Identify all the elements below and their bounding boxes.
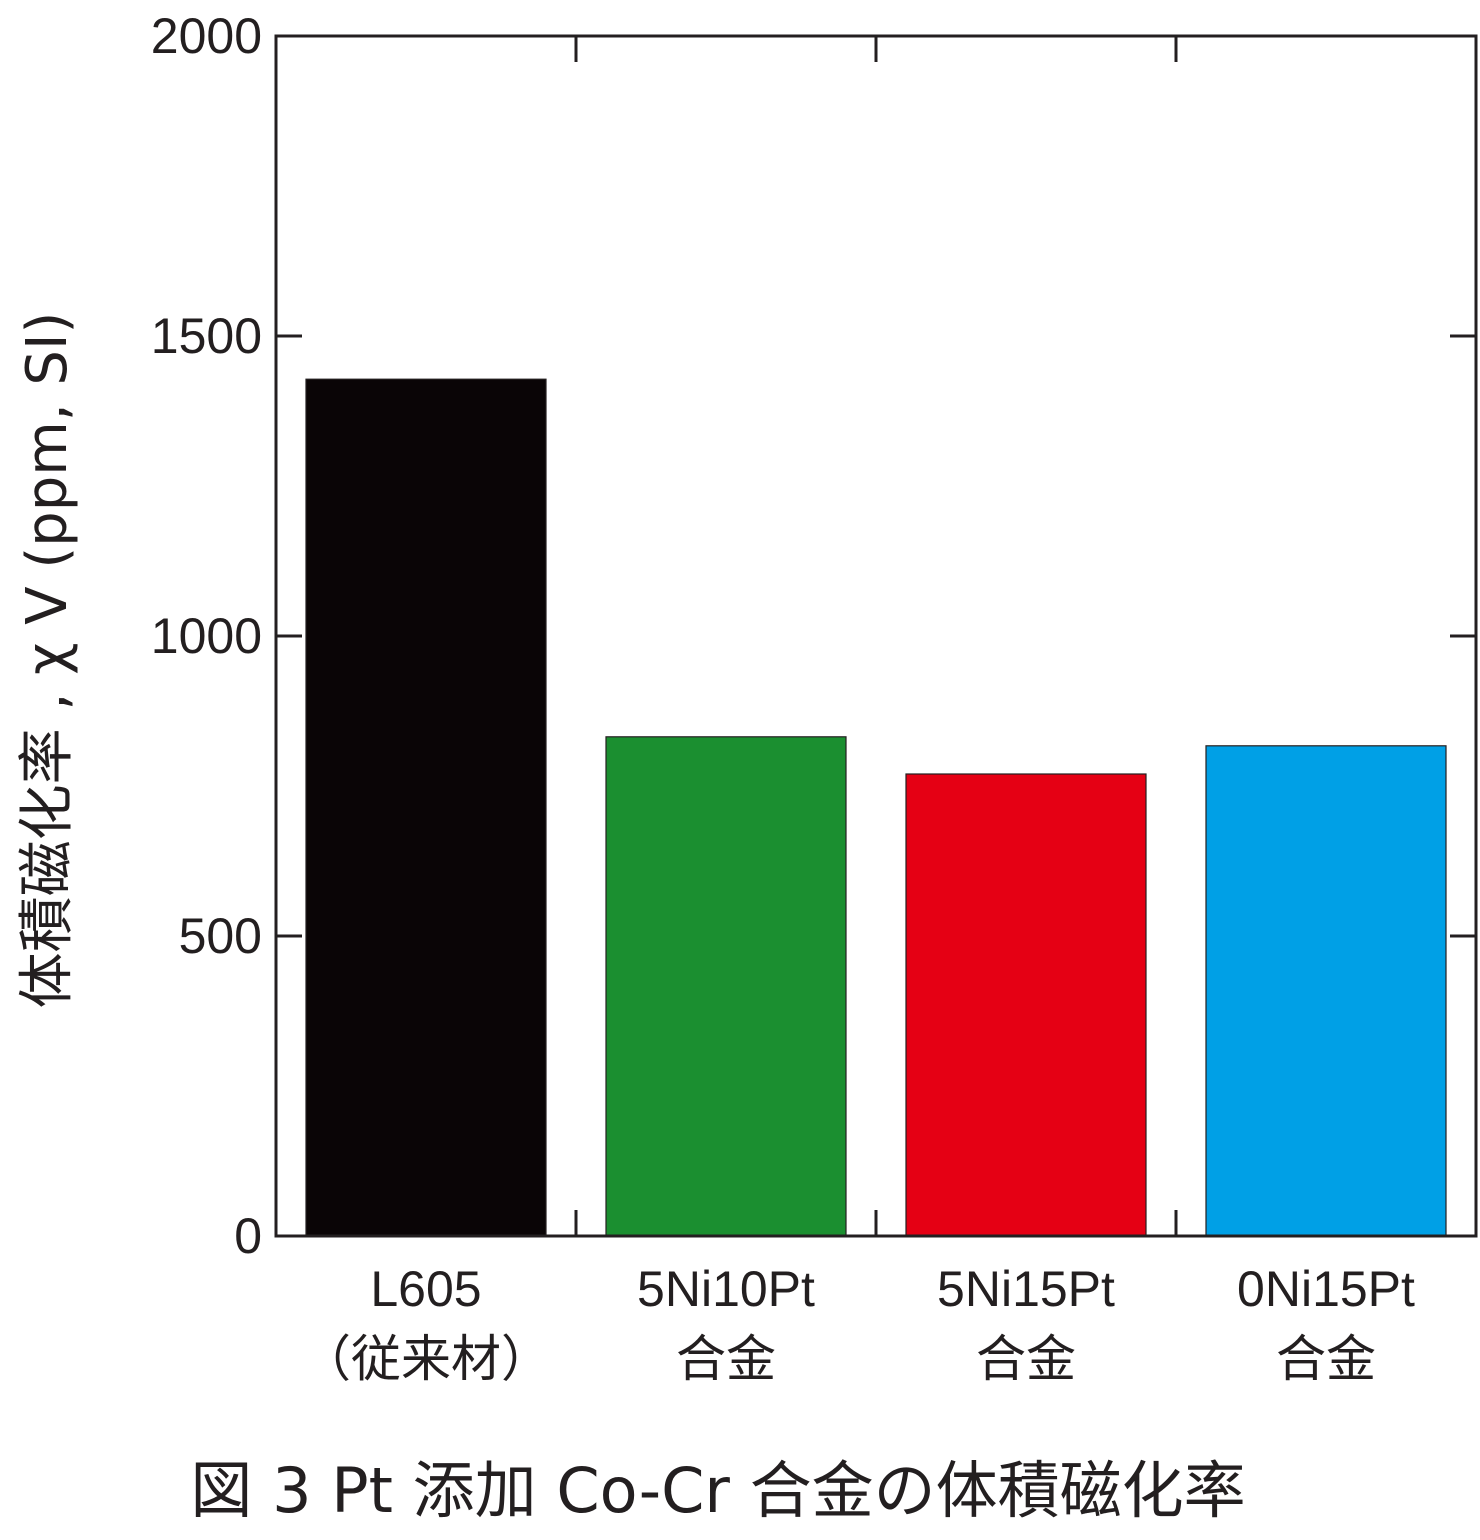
y-tick-label-4: 2000 [151, 8, 262, 64]
category-sublabel-2: 合金 [976, 1331, 1076, 1387]
category-label-0: L605 [370, 1261, 481, 1317]
bars-group [305, 378, 1447, 1237]
y-tick-labels: 0 500 1000 1500 2000 [151, 8, 262, 1264]
y-tick-label-0: 0 [234, 1208, 262, 1264]
y-tick-label-1: 500 [179, 908, 262, 964]
bar-0 [305, 378, 547, 1237]
figure-caption: 図 3 Pt 添加 Co-Cr 合金の体積磁化率 [190, 1454, 1245, 1527]
y-tick-label-3: 1500 [151, 308, 262, 364]
category-label-1: 5Ni10Pt [637, 1261, 815, 1317]
bar-2 [905, 773, 1147, 1237]
y-tick-label-2: 1000 [151, 608, 262, 664]
category-label-2: 5Ni15Pt [937, 1261, 1115, 1317]
category-label-3: 0Ni15Pt [1237, 1261, 1415, 1317]
bar-1 [605, 736, 847, 1237]
bar-3 [1205, 745, 1447, 1237]
y-axis-label: 体積磁化率 , χ V (ppm, SI) [15, 312, 80, 1009]
category-sublabel-0: （従来材） [301, 1331, 551, 1387]
category-sublabel-1: 合金 [676, 1331, 776, 1387]
category-labels: L605 （従来材） 5Ni10Pt 合金 5Ni15Pt 合金 0Ni15Pt 合金 [301, 1261, 1415, 1387]
category-sublabel-3: 合金 [1276, 1331, 1376, 1387]
ticks-group [276, 34, 1476, 1238]
